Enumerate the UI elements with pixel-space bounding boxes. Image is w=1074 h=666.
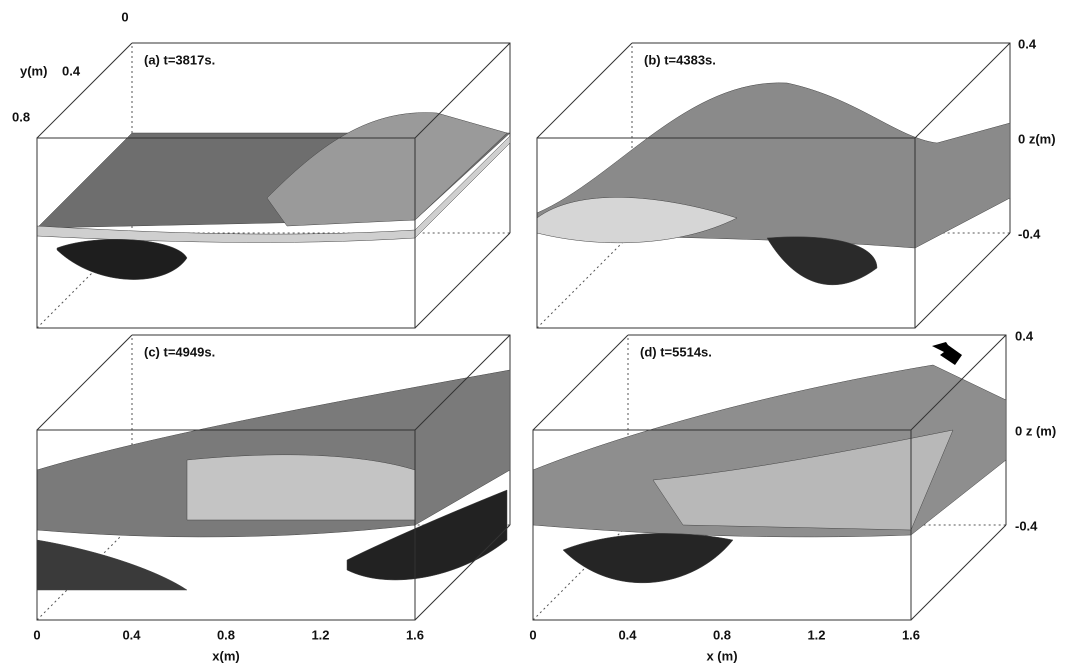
panel: (c) t=4949s.	[37, 335, 510, 620]
surface	[563, 533, 733, 582]
x-tick: 0.4	[618, 627, 637, 642]
z-tick: -0.4	[1015, 518, 1038, 533]
x-tick: 1.6	[902, 627, 920, 642]
y-tick: 0	[121, 9, 128, 24]
z-tick: 0.4	[1015, 328, 1034, 343]
panel: (a) t=3817s.	[37, 43, 510, 328]
x-tick: 1.2	[311, 627, 329, 642]
surface	[267, 113, 507, 226]
x-tick: 1.2	[807, 627, 825, 642]
arrow	[932, 342, 962, 365]
x-tick: 0.8	[217, 627, 235, 642]
figure: 0 y(m) 0.4 0.8 (a) t=3817s. (b) t=4383s. (…	[0, 0, 1074, 666]
z-tick: 0 z (m)	[1015, 423, 1056, 438]
z-tick: 0.4	[1018, 36, 1037, 51]
z-tick: -0.4	[1018, 226, 1041, 241]
x-axis-label: x(m)	[212, 648, 239, 663]
x-tick: 0.4	[122, 627, 141, 642]
surface	[187, 455, 415, 520]
panel: (d) t=5514s.	[533, 335, 1006, 620]
surface	[57, 239, 187, 279]
y-tick: 0.8	[12, 109, 30, 124]
z-tick: 0 z(m)	[1018, 131, 1056, 146]
x-tick: 0	[529, 627, 536, 642]
panel-label: (b) t=4383s.	[644, 52, 716, 67]
panel-label: (a) t=3817s.	[144, 52, 215, 67]
y-tick: 0.4	[62, 63, 81, 78]
x-tick: 0	[33, 627, 40, 642]
panel-label: (c) t=4949s.	[144, 344, 215, 359]
x-tick: 0.8	[713, 627, 731, 642]
surface	[37, 540, 187, 590]
panel: (b) t=4383s.	[537, 43, 1010, 328]
x-tick: 1.6	[406, 627, 424, 642]
x-axis-label: x (m)	[706, 648, 737, 663]
panel-label: (d) t=5514s.	[640, 344, 712, 359]
y-axis-label: y(m)	[20, 63, 47, 78]
